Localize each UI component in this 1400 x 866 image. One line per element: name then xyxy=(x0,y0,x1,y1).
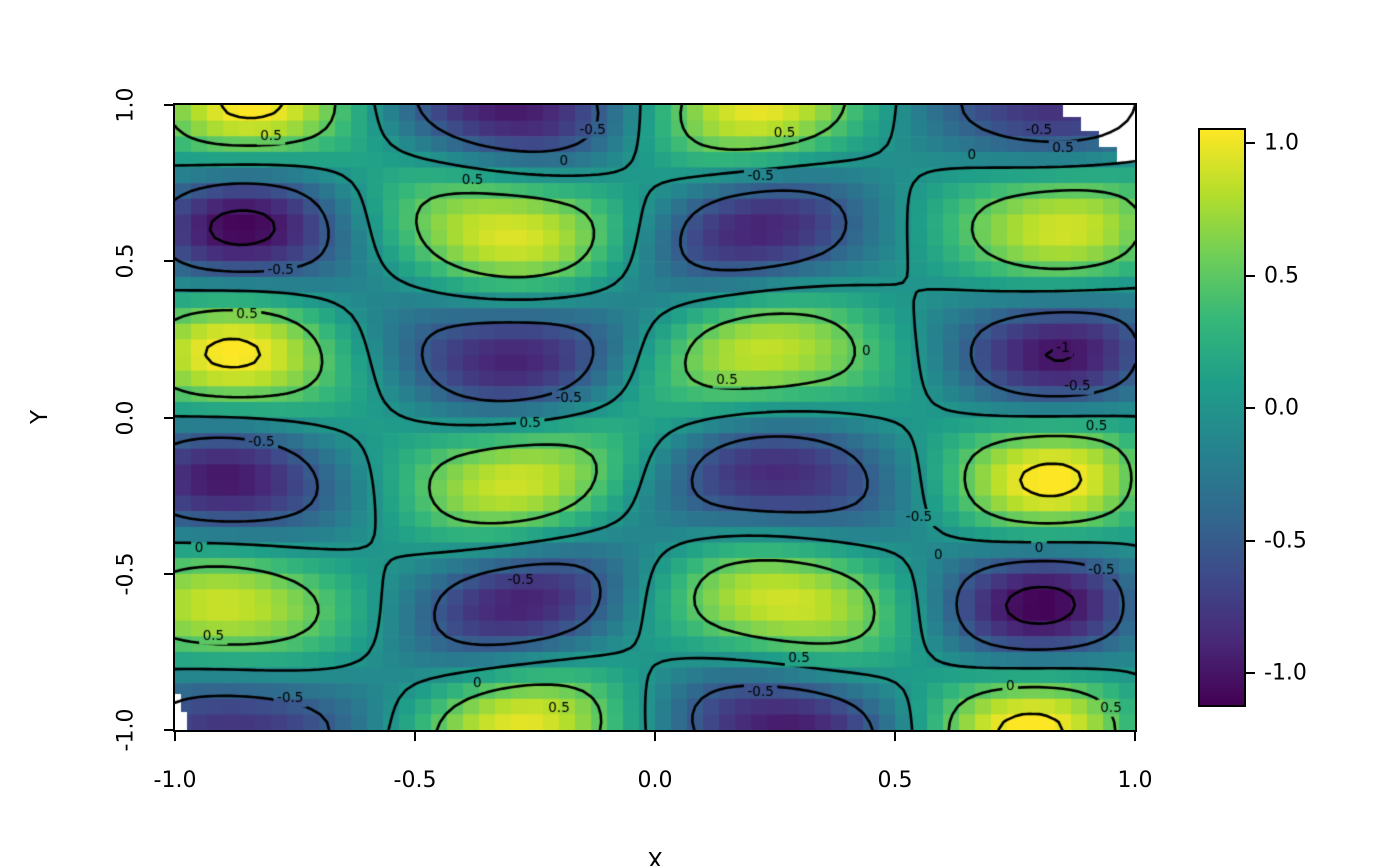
x-tick-mark xyxy=(174,732,176,741)
y-axis-title: Y xyxy=(27,409,53,425)
colorbar-gradient xyxy=(1200,130,1244,705)
colorbar-tick-label: 0.0 xyxy=(1264,395,1299,421)
x-tick-label: 0.5 xyxy=(877,768,913,793)
colorbar-tick-mark xyxy=(1246,407,1255,410)
x-tick-mark xyxy=(654,732,656,741)
colorbar-tick-label: 0.5 xyxy=(1264,263,1299,289)
x-tick-mark xyxy=(894,732,896,741)
colorbar-tick-label: 1.0 xyxy=(1264,130,1299,156)
colorbar-tick-mark xyxy=(1246,274,1255,277)
colorbar-tick-mark xyxy=(1246,539,1255,542)
x-tick-label: -1.0 xyxy=(153,768,197,793)
x-tick-mark xyxy=(414,732,416,741)
y-tick-label: 1.0 xyxy=(113,87,139,123)
x-tick-mark xyxy=(1134,732,1136,741)
x-tick-label: 1.0 xyxy=(1117,768,1153,793)
colorbar-tick-label: -1.0 xyxy=(1264,660,1307,686)
colorbar-tick-mark xyxy=(1246,672,1255,675)
colorbar xyxy=(1198,128,1246,707)
x-tick-label: -0.5 xyxy=(393,768,437,793)
contour-heatmap-canvas xyxy=(175,105,1135,730)
x-tick-label: 0.0 xyxy=(637,768,673,793)
x-axis-title: X xyxy=(647,849,663,866)
plot-frame xyxy=(173,103,1137,732)
y-tick-label: -1.0 xyxy=(113,708,139,752)
y-tick-label: 0.5 xyxy=(113,243,139,279)
y-tick-mark xyxy=(164,729,173,731)
y-tick-mark xyxy=(164,260,173,263)
colorbar-tick-label: -0.5 xyxy=(1264,528,1307,554)
colorbar-tick-mark xyxy=(1246,142,1255,145)
y-tick-mark xyxy=(164,104,173,106)
y-tick-label: -0.5 xyxy=(113,552,139,596)
y-tick-mark xyxy=(164,572,173,575)
y-tick-mark xyxy=(164,416,173,419)
y-tick-label: 0.0 xyxy=(113,400,139,435)
